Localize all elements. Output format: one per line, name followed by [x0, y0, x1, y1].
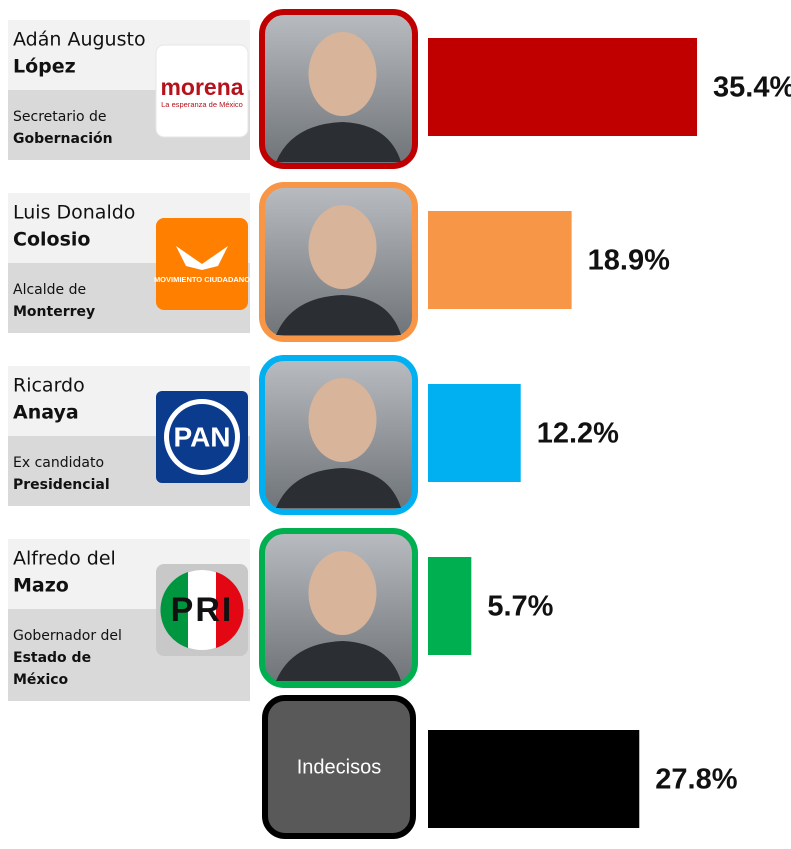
photo-head [309, 205, 377, 289]
value-label: 35.4% [713, 72, 791, 104]
party-name: morena [160, 74, 243, 100]
bar [428, 38, 697, 136]
party-name: PRI [171, 591, 234, 629]
candidate-role: Gobernador del [13, 628, 122, 644]
bar [428, 557, 471, 655]
party-name: PAN [173, 421, 230, 452]
candidate-role-strong: Monterrey [13, 304, 95, 320]
candidate-role: Ex candidato [13, 455, 104, 471]
party-name: MOVIMIENTO CIUDADANO [154, 275, 250, 284]
candidate-role: Secretario de [13, 109, 107, 125]
value-label: 18.9% [588, 245, 670, 277]
candidate-surname: López [13, 56, 76, 78]
candidate-role-strong: Estado de [13, 650, 91, 666]
photo-head [309, 378, 377, 462]
value-label: 27.8% [655, 764, 737, 796]
candidate-name: Luis Donaldo [13, 202, 135, 224]
chart: Adán Augusto López Secretario de Gobernació… [0, 0, 791, 849]
candidate-name: Adán Augusto [13, 29, 146, 51]
candidate-name: Alfredo del [13, 548, 116, 570]
bar [428, 384, 521, 482]
candidate-role-strong: Presidencial [13, 477, 110, 493]
candidate-role: Alcalde de [13, 282, 86, 298]
undecided-label: Indecisos [297, 756, 382, 778]
candidate-role-strong: México [13, 672, 69, 688]
photo-head [309, 32, 377, 116]
candidate-surname: Anaya [13, 402, 79, 424]
candidate-name: Ricardo [13, 375, 85, 397]
candidate-role-strong: Gobernación [13, 131, 113, 147]
party-subtitle: La esperanza de México [161, 100, 243, 109]
photo-head [309, 551, 377, 635]
candidate-surname: Mazo [13, 575, 69, 597]
value-label: 12.2% [537, 418, 619, 450]
value-label: 5.7% [487, 591, 553, 623]
bar [428, 211, 572, 309]
candidate-surname: Colosio [13, 229, 90, 251]
bar [428, 730, 639, 828]
